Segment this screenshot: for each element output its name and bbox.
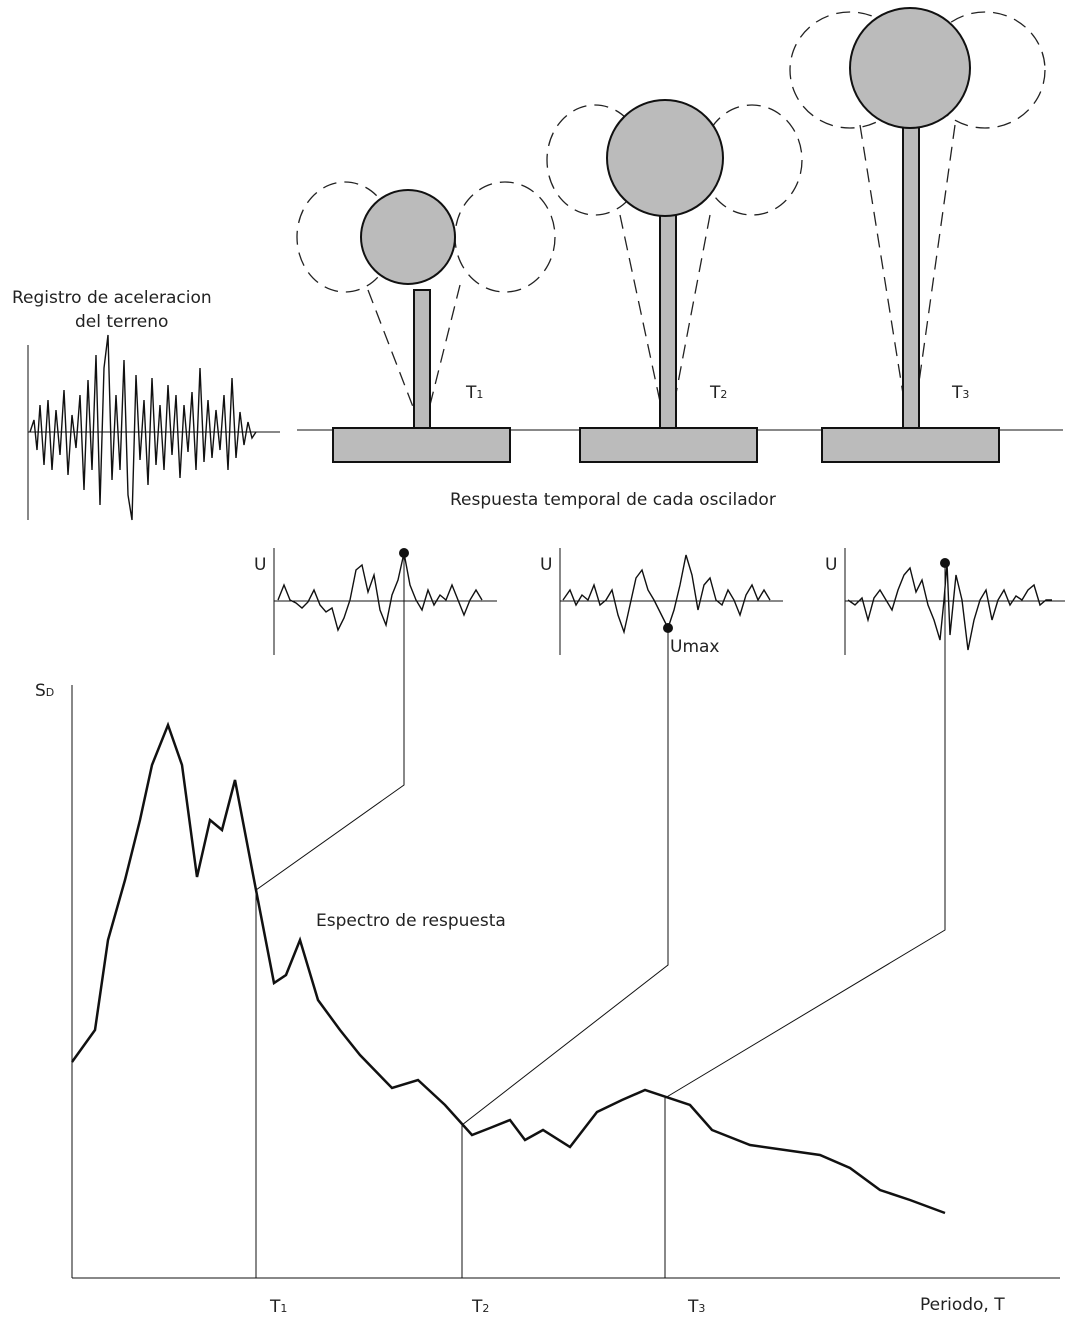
period-label: T1 bbox=[465, 383, 483, 403]
caption: Respuesta temporal de cada oscilador bbox=[450, 490, 776, 510]
x-tick-label: T2 bbox=[471, 1297, 489, 1317]
response-plot: U bbox=[254, 548, 497, 655]
axis-label: U bbox=[540, 555, 552, 575]
x-axis-label: Periodo, T bbox=[920, 1295, 1005, 1315]
record-title: del terreno bbox=[75, 312, 168, 332]
text-part: T bbox=[269, 1297, 281, 1317]
oscillator: T2 bbox=[547, 100, 802, 462]
text-part: 3 bbox=[698, 1302, 705, 1315]
y-axis-label: SD bbox=[35, 681, 54, 701]
text-part: S bbox=[35, 681, 46, 701]
response-plot: U Umax bbox=[540, 548, 783, 657]
text-part: 2 bbox=[720, 388, 727, 401]
period-label: T3 bbox=[951, 383, 969, 403]
oscillator: T3 bbox=[790, 8, 1045, 462]
text-part: 1 bbox=[280, 1302, 287, 1315]
axis-label: U bbox=[825, 555, 837, 575]
peak-label: Umax bbox=[670, 637, 719, 657]
text-part: T bbox=[471, 1297, 483, 1317]
text-part: 2 bbox=[482, 1302, 489, 1315]
text-part: T bbox=[465, 383, 477, 403]
axis-label: U bbox=[254, 555, 266, 575]
diagram: Registro de aceleracion del terreno T1 T… bbox=[0, 0, 1065, 1320]
period-label: T2 bbox=[709, 383, 727, 403]
record-title: Registro de aceleracion bbox=[12, 288, 212, 308]
text-part: 3 bbox=[962, 388, 969, 401]
spectrum-curve bbox=[72, 725, 945, 1213]
accel-signal bbox=[30, 335, 256, 520]
text-part: T bbox=[951, 383, 963, 403]
oscillator: T1 bbox=[297, 182, 555, 462]
curve-label: Espectro de respuesta bbox=[316, 911, 506, 931]
text-part: T bbox=[709, 383, 721, 403]
x-tick-label: T3 bbox=[687, 1297, 705, 1317]
x-tick-label: T1 bbox=[269, 1297, 287, 1317]
text-part: 1 bbox=[476, 388, 483, 401]
text-part: D bbox=[46, 686, 54, 699]
text-part: T bbox=[687, 1297, 699, 1317]
